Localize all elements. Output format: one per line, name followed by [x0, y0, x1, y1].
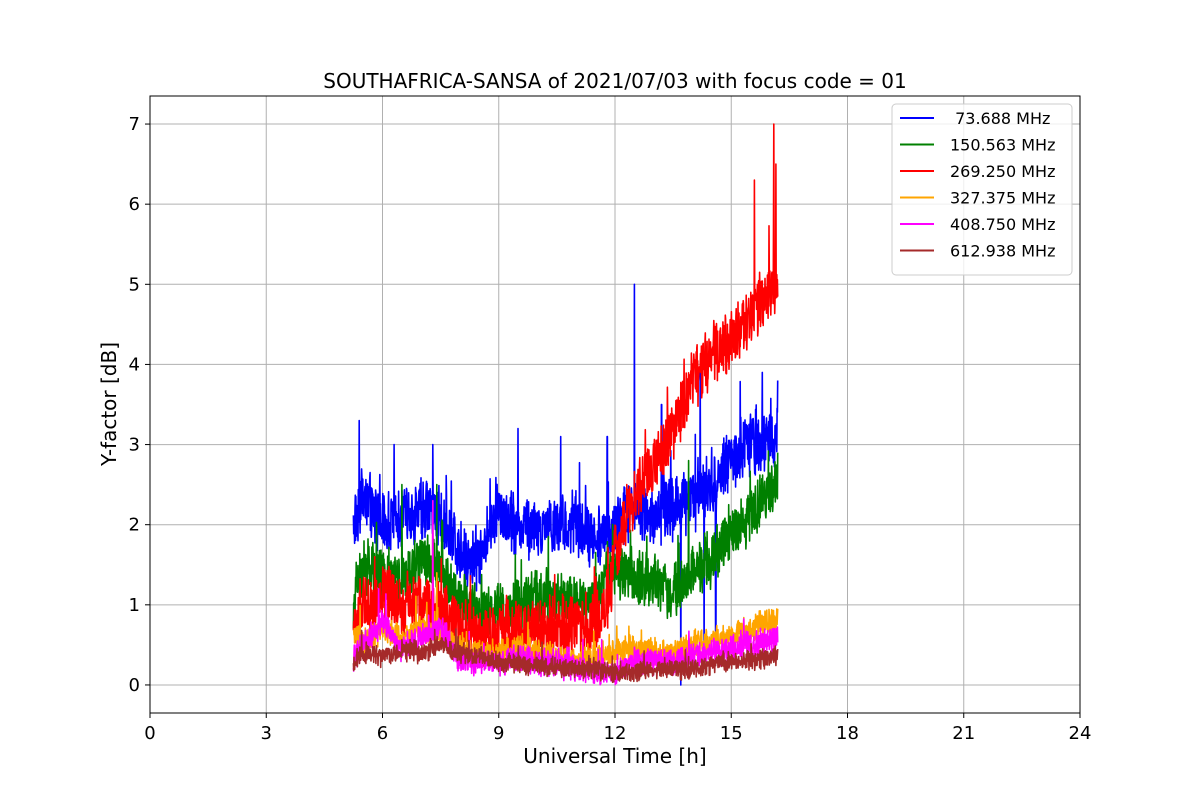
grid [149, 96, 1081, 713]
x-tick-label: 18 [836, 723, 859, 744]
y-tick-label: 2 [129, 515, 140, 536]
x-tick-label: 15 [720, 723, 743, 744]
legend-entry: 327.375 MHz [950, 189, 1055, 208]
y-tick-label: 5 [129, 274, 140, 295]
series-line [352, 283, 779, 686]
legend-entry: 269.250 MHz [950, 162, 1055, 181]
legend-entry: 408.750 MHz [950, 215, 1055, 234]
x-tick-label: 6 [377, 723, 388, 744]
x-tick-label: 9 [493, 723, 504, 744]
y-tick-label: 4 [129, 354, 140, 375]
series-line [352, 123, 779, 669]
x-tick-label: 3 [261, 723, 272, 744]
y-tick-label: 0 [129, 675, 140, 696]
y-tick-label: 1 [129, 595, 140, 616]
chart-title: SOUTHAFRICA-SANSA of 2021/07/03 with foc… [323, 69, 907, 93]
x-axis-label: Universal Time [h] [523, 744, 706, 768]
legend-entry: 73.688 MHz [950, 109, 1050, 128]
legend-entry: 150.563 MHz [950, 136, 1055, 155]
y-tick-label: 3 [129, 435, 140, 456]
legend-entry: 612.938 MHz [950, 242, 1055, 261]
x-tick-label: 24 [1069, 723, 1092, 744]
legend: 73.688 MHz 150.563 MHz 269.250 MHz 327.375 … [891, 103, 1073, 276]
x-tick-label: 0 [144, 723, 155, 744]
x-tick-label: 12 [604, 723, 627, 744]
y-axis-label: Y-factor [dB] [97, 342, 121, 467]
series-layer [352, 123, 779, 686]
series-line [352, 628, 779, 684]
y-tick-label: 7 [129, 114, 140, 135]
x-tick-label: 21 [952, 723, 975, 744]
y-tick-label: 6 [129, 194, 140, 215]
legend-box [891, 103, 1073, 276]
